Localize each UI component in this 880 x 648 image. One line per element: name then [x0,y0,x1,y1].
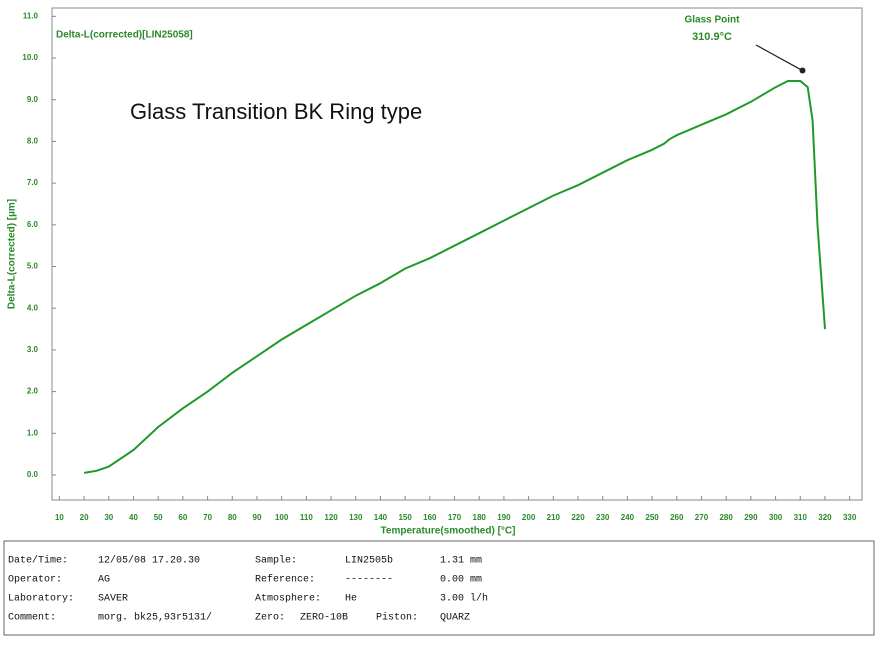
info-cell: Reference: [255,574,315,586]
y-tick-label: 5.0 [27,262,39,271]
info-cell: He [345,594,357,605]
x-tick-label: 210 [547,513,561,522]
info-cell: 0.00 mm [440,575,482,586]
x-tick-label: 30 [104,513,113,522]
y-tick-label: 9.0 [27,95,39,104]
legend-entry: Delta-L(corrected)[LIN25058] [56,30,193,41]
x-tick-label: 120 [324,513,338,522]
y-tick-label: 11.0 [23,11,39,20]
x-tick-label: 150 [398,513,412,522]
x-tick-label: 270 [695,513,709,522]
x-tick-label: 10 [55,513,64,522]
y-tick-label: 6.0 [27,220,39,229]
x-tick-label: 310 [794,513,808,522]
glass-point [799,67,806,74]
plot-frame [51,7,863,501]
x-tick-label: 90 [253,513,262,522]
x-tick-label: 220 [571,513,585,522]
chart-title: Glass Transition BK Ring type [130,99,422,124]
info-cell: 12/05/08 17.20.30 [98,555,200,567]
x-tick-label: 50 [154,513,163,522]
y-tick-label: 8.0 [27,137,39,146]
info-cell: QUARZ [440,613,470,624]
data-line [83,80,826,474]
x-tick-label: 320 [818,513,832,522]
x-tick-label: 70 [203,513,212,522]
info-cell: Sample: [255,555,297,567]
annotation-label: Glass Point [684,15,740,26]
x-tick-label: 250 [645,513,659,522]
info-cell: AG [98,575,110,586]
x-tick-label: 330 [843,513,857,522]
x-tick-label: 80 [228,513,237,522]
x-tick-label: 140 [374,513,388,522]
x-tick-label: 290 [744,513,758,522]
info-cell: 1.31 mm [440,556,482,567]
info-cell: Piston: [376,612,418,624]
info-cell: Laboratory: [8,593,74,605]
x-tick-label: 40 [129,513,138,522]
info-cell: Operator: [8,575,62,586]
x-tick-label: 20 [80,513,89,522]
info-cell: Zero: [255,613,285,624]
x-tick-label: 60 [178,513,187,522]
y-tick-label: 2.0 [27,387,39,396]
y-tick-label: 1.0 [27,428,39,437]
x-tick-label: 200 [522,513,536,522]
x-tick-label: 240 [621,513,635,522]
x-tick-label: 300 [769,513,783,522]
x-tick-label: 230 [596,513,610,522]
x-tick-label: 260 [670,513,684,522]
y-tick-label: 10.0 [22,53,38,62]
x-tick-label: 130 [349,513,363,522]
x-tick-label: 110 [300,513,313,522]
y-tick-label: 4.0 [27,303,39,312]
y-tick-label: 0.0 [27,470,39,479]
y-tick-label: 7.0 [27,178,39,187]
x-axis-label: Temperature(smoothed) [°C] [381,526,516,537]
x-tick-label: 280 [719,513,733,522]
info-cell: Date/Time: [8,555,68,567]
x-tick-label: 160 [423,513,437,522]
info-table [3,540,875,636]
info-cell: Comment: [8,613,56,624]
x-tick-label: 190 [497,513,511,522]
info-cell: morg. bk25,93r5131/ [98,612,212,624]
y-tick-label: 3.0 [27,345,39,354]
info-cell: ZERO-10B [300,613,348,624]
x-tick-label: 180 [473,513,487,522]
annotation-arrow [755,44,803,72]
info-cell: SAVER [98,594,128,605]
info-cell: 3.00 l/h [440,593,488,605]
x-tick-label: 100 [275,513,289,522]
info-cell: Atmosphere: [255,593,321,605]
y-axis-label: Delta-L(corrected) [µm] [7,199,18,309]
info-cell: LIN2505b [345,555,393,567]
info-cell: -------- [345,575,393,586]
annotation-value: 310.9°C [692,31,732,43]
x-tick-label: 170 [448,513,462,522]
